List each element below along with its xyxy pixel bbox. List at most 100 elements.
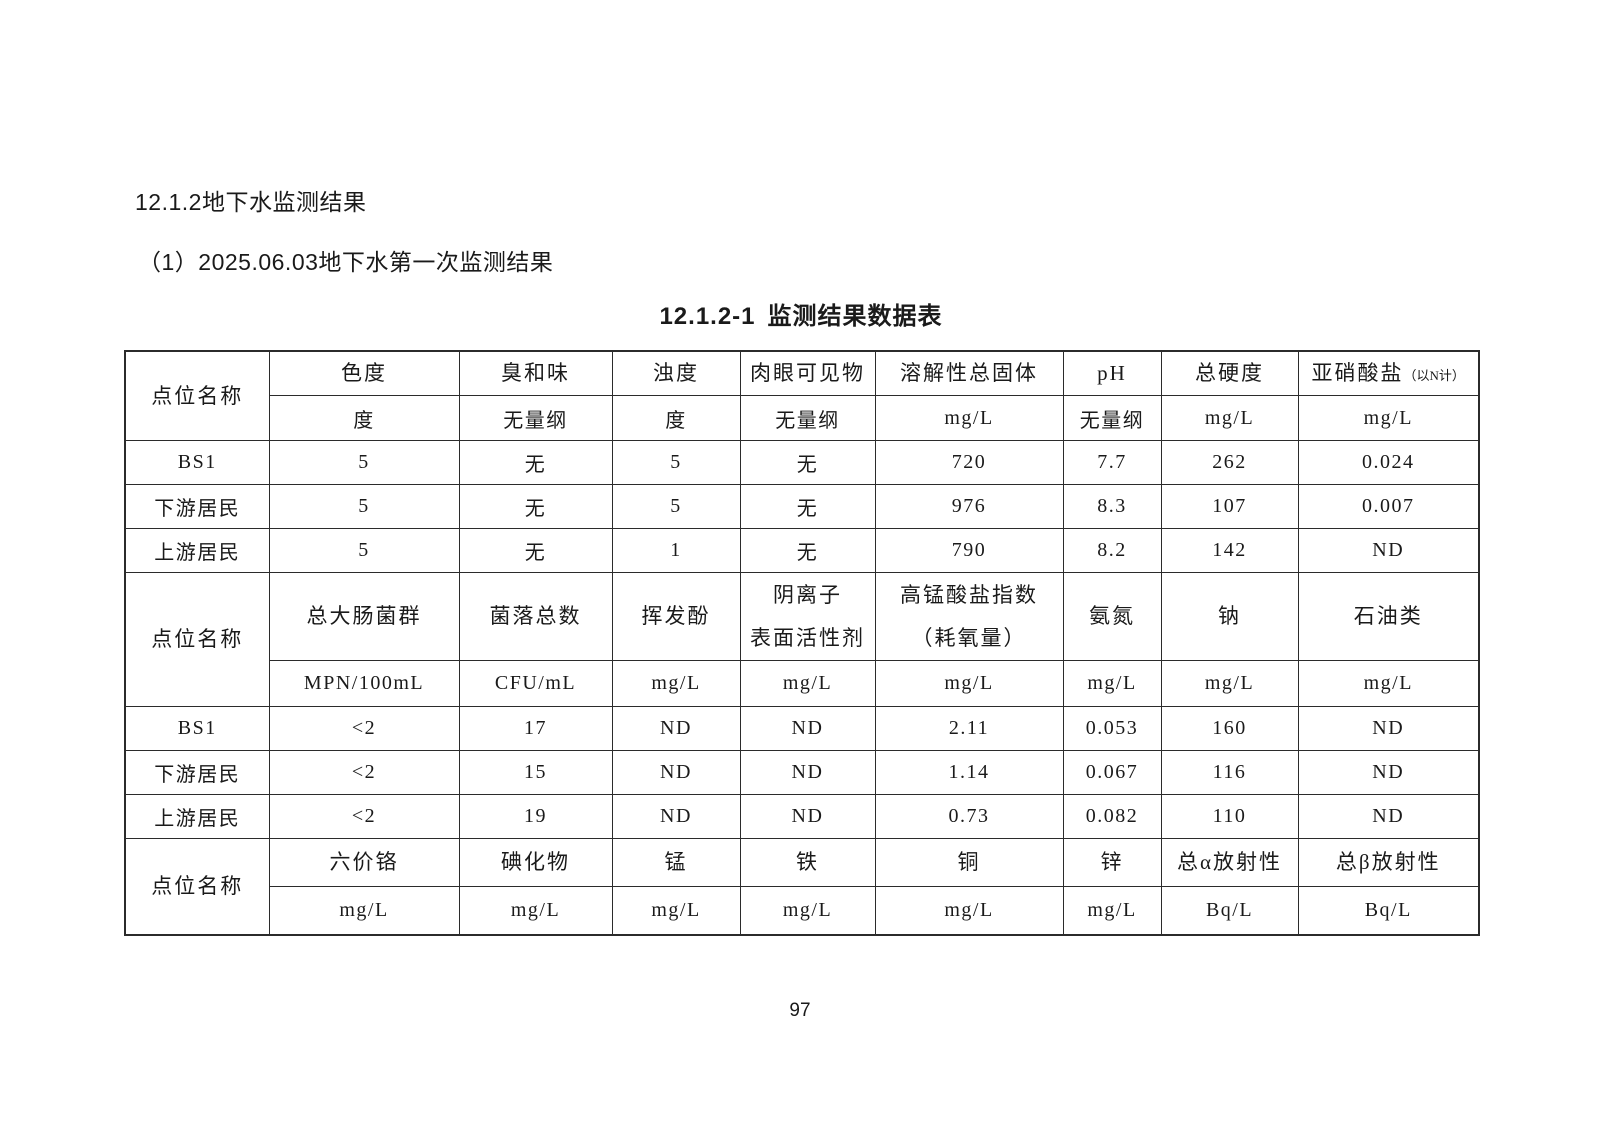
- table-row: 下游居民 5 无 5 无 976 8.3 107 0.007: [124, 484, 1480, 530]
- unit-cell: mg/L: [739, 886, 876, 936]
- param-header-cell: 浊度: [611, 350, 741, 397]
- value-cell: ND: [739, 706, 876, 752]
- param-header-cell: 锰: [611, 838, 741, 888]
- unit-cell: MPN/100mL: [268, 660, 460, 708]
- value-cell: 7.7: [1062, 440, 1162, 486]
- row-header-label: 点位名称: [124, 572, 270, 708]
- unit-cell: 无量纲: [458, 395, 613, 442]
- value-cell: 无: [739, 528, 876, 574]
- param-header-cell: 总β放射性: [1297, 838, 1480, 888]
- param-name: 肉眼可见物: [750, 361, 865, 385]
- value-cell: 17: [458, 706, 613, 752]
- value-cell: 160: [1160, 706, 1299, 752]
- table-row: 上游居民 5 无 1 无 790 8.2 142 ND: [124, 528, 1480, 574]
- unit-cell: 无量纲: [739, 395, 876, 442]
- param-name: 锰: [664, 850, 688, 875]
- unit-cell: mg/L: [458, 886, 613, 936]
- table-title-text: 监测结果数据表: [767, 303, 943, 330]
- param-header-cell: 亚硝酸盐（以N计）: [1297, 350, 1480, 397]
- value-cell: 5: [268, 484, 460, 530]
- value-cell: ND: [611, 750, 741, 796]
- param-header-cell: 总大肠菌群: [268, 572, 460, 662]
- param-name: 钠: [1218, 604, 1241, 629]
- value-cell: 976: [874, 484, 1064, 530]
- value-cell: 无: [458, 440, 613, 486]
- param-name: 氨氮: [1089, 604, 1135, 629]
- value-cell: ND: [739, 750, 876, 796]
- param-header-cell: 石油类: [1297, 572, 1480, 662]
- param-header-cell: 溶解性总固体: [874, 350, 1064, 397]
- value-cell: 0.082: [1062, 794, 1162, 840]
- unit-cell: mg/L: [611, 660, 741, 708]
- value-cell: 5: [268, 528, 460, 574]
- unit-cell: mg/L: [874, 886, 1064, 936]
- unit-cell: mg/L: [1062, 660, 1162, 708]
- param-name: 碘化物: [501, 850, 570, 875]
- table-row: 下游居民 <2 15 ND ND 1.14 0.067 116 ND: [124, 750, 1480, 796]
- unit-cell: mg/L: [1160, 395, 1299, 442]
- param-header-cell: 色度: [268, 350, 460, 397]
- unit-cell: mg/L: [1062, 886, 1162, 936]
- param-header-cell: 臭和味: [458, 350, 613, 397]
- param-name: 高锰酸盐指数 （耗氧量）: [900, 582, 1038, 650]
- unit-cell: mg/L: [1160, 660, 1299, 708]
- value-cell: 5: [611, 484, 741, 530]
- value-cell: 8.2: [1062, 528, 1162, 574]
- row-header-label: 点位名称: [124, 350, 270, 442]
- param-name: 总α放射性: [1176, 850, 1282, 875]
- table-row: BS1 <2 17 ND ND 2.11 0.053 160 ND: [124, 706, 1480, 752]
- table-row: 上游居民 <2 19 ND ND 0.73 0.082 110 ND: [124, 794, 1480, 840]
- value-cell: 110: [1160, 794, 1299, 840]
- param-name: 臭和味: [501, 361, 570, 385]
- value-cell: 262: [1160, 440, 1299, 486]
- value-cell: ND: [739, 794, 876, 840]
- value-cell: 5: [611, 440, 741, 486]
- unit-row: MPN/100mL CFU/mL mg/L mg/L mg/L mg/L mg/L mg/L: [125, 660, 1480, 708]
- param-name: 色度: [341, 361, 387, 385]
- value-cell: 0.024: [1297, 440, 1480, 486]
- param-name: 溶解性总固体: [900, 361, 1038, 385]
- param-note: （以N计）: [1403, 368, 1465, 383]
- value-cell: 142: [1160, 528, 1299, 574]
- table-title: 12.1.2-1 监测结果数据表: [124, 296, 1478, 331]
- unit-row: mg/L mg/L mg/L mg/L mg/L mg/L Bq/L Bq/L: [125, 886, 1480, 936]
- unit-cell: Bq/L: [1160, 886, 1299, 936]
- param-name: 石油类: [1353, 604, 1423, 629]
- value-cell: ND: [1297, 750, 1480, 796]
- unit-cell: CFU/mL: [458, 660, 613, 708]
- param-name: 菌落总数: [489, 604, 582, 629]
- value-cell: ND: [1297, 528, 1480, 574]
- value-cell: 15: [458, 750, 613, 796]
- value-cell: <2: [268, 706, 460, 752]
- unit-cell: mg/L: [874, 395, 1064, 442]
- param-header-cell: 菌落总数: [458, 572, 613, 662]
- site-name-cell: 下游居民: [124, 750, 270, 796]
- param-header-cell: 肉眼可见物: [739, 350, 876, 397]
- site-name-cell: 上游居民: [124, 794, 270, 840]
- param-header-cell: 总α放射性: [1160, 838, 1299, 888]
- value-cell: 8.3: [1062, 484, 1162, 530]
- value-cell: ND: [1297, 706, 1480, 752]
- value-cell: <2: [268, 750, 460, 796]
- param-name: 铁: [796, 850, 819, 875]
- value-cell: 无: [458, 484, 613, 530]
- param-header-cell: 碘化物: [458, 838, 613, 888]
- unit-cell: mg/L: [268, 886, 460, 936]
- param-header-cell: 高锰酸盐指数 （耗氧量）: [874, 572, 1064, 662]
- value-cell: 1: [611, 528, 741, 574]
- param-name: 总硬度: [1195, 361, 1264, 385]
- param-name: 浊度: [653, 361, 699, 385]
- value-cell: 1.14: [874, 750, 1064, 796]
- site-name-cell: 上游居民: [124, 528, 270, 574]
- unit-cell: mg/L: [611, 886, 741, 936]
- value-cell: 0.067: [1062, 750, 1162, 796]
- value-cell: 116: [1160, 750, 1299, 796]
- page-number: 97: [789, 1000, 811, 1021]
- value-cell: 790: [874, 528, 1064, 574]
- table-row: BS1 5 无 5 无 720 7.7 262 0.024: [124, 440, 1480, 486]
- param-header-cell: 六价铬: [268, 838, 460, 888]
- value-cell: 0.73: [874, 794, 1064, 840]
- value-cell: 0.007: [1297, 484, 1480, 530]
- subsection-heading: （1）2025.06.03地下水第一次监测结果: [138, 249, 554, 275]
